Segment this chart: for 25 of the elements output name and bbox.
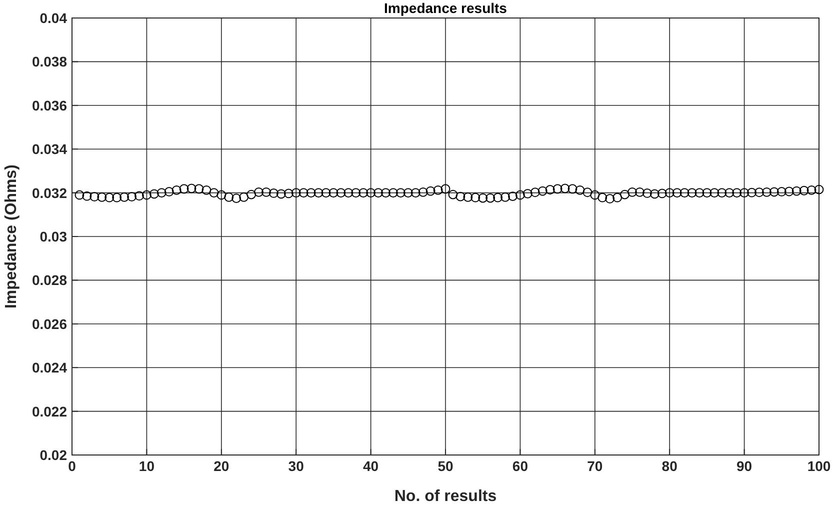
x-tick-label: 60 xyxy=(512,458,528,474)
chart-title: Impedance results xyxy=(384,0,508,16)
y-tick-label: 0.04 xyxy=(40,10,68,26)
x-tick-label: 40 xyxy=(363,458,379,474)
x-tick-label: 0 xyxy=(68,458,76,474)
y-tick-label: 0.022 xyxy=(32,403,68,420)
y-tick-label: 0.036 xyxy=(32,97,68,114)
x-axis-title: No. of results xyxy=(394,488,497,505)
x-tick-label: 10 xyxy=(138,458,155,474)
y-tick-label: 0.03 xyxy=(40,228,68,244)
y-tick-label: 0.034 xyxy=(32,141,68,158)
y-tick-label: 0.02 xyxy=(40,447,68,463)
y-tick-label: 0.026 xyxy=(32,316,68,332)
x-tick-label: 20 xyxy=(214,458,230,474)
y-tick-label: 0.028 xyxy=(32,272,68,288)
x-tick-label: 100 xyxy=(807,458,831,474)
x-tick-label: 30 xyxy=(288,458,304,474)
y-tick-label: 0.032 xyxy=(32,184,68,201)
x-tick-label: 80 xyxy=(662,458,678,474)
x-tick-label: 50 xyxy=(438,458,454,474)
y-tick-label: 0.038 xyxy=(32,54,68,70)
x-tick-label: 70 xyxy=(587,458,603,474)
x-tick-label: 90 xyxy=(736,458,752,474)
y-axis-title: Impedance (Ohms) xyxy=(3,164,20,309)
y-tick-label: 0.024 xyxy=(32,360,68,376)
